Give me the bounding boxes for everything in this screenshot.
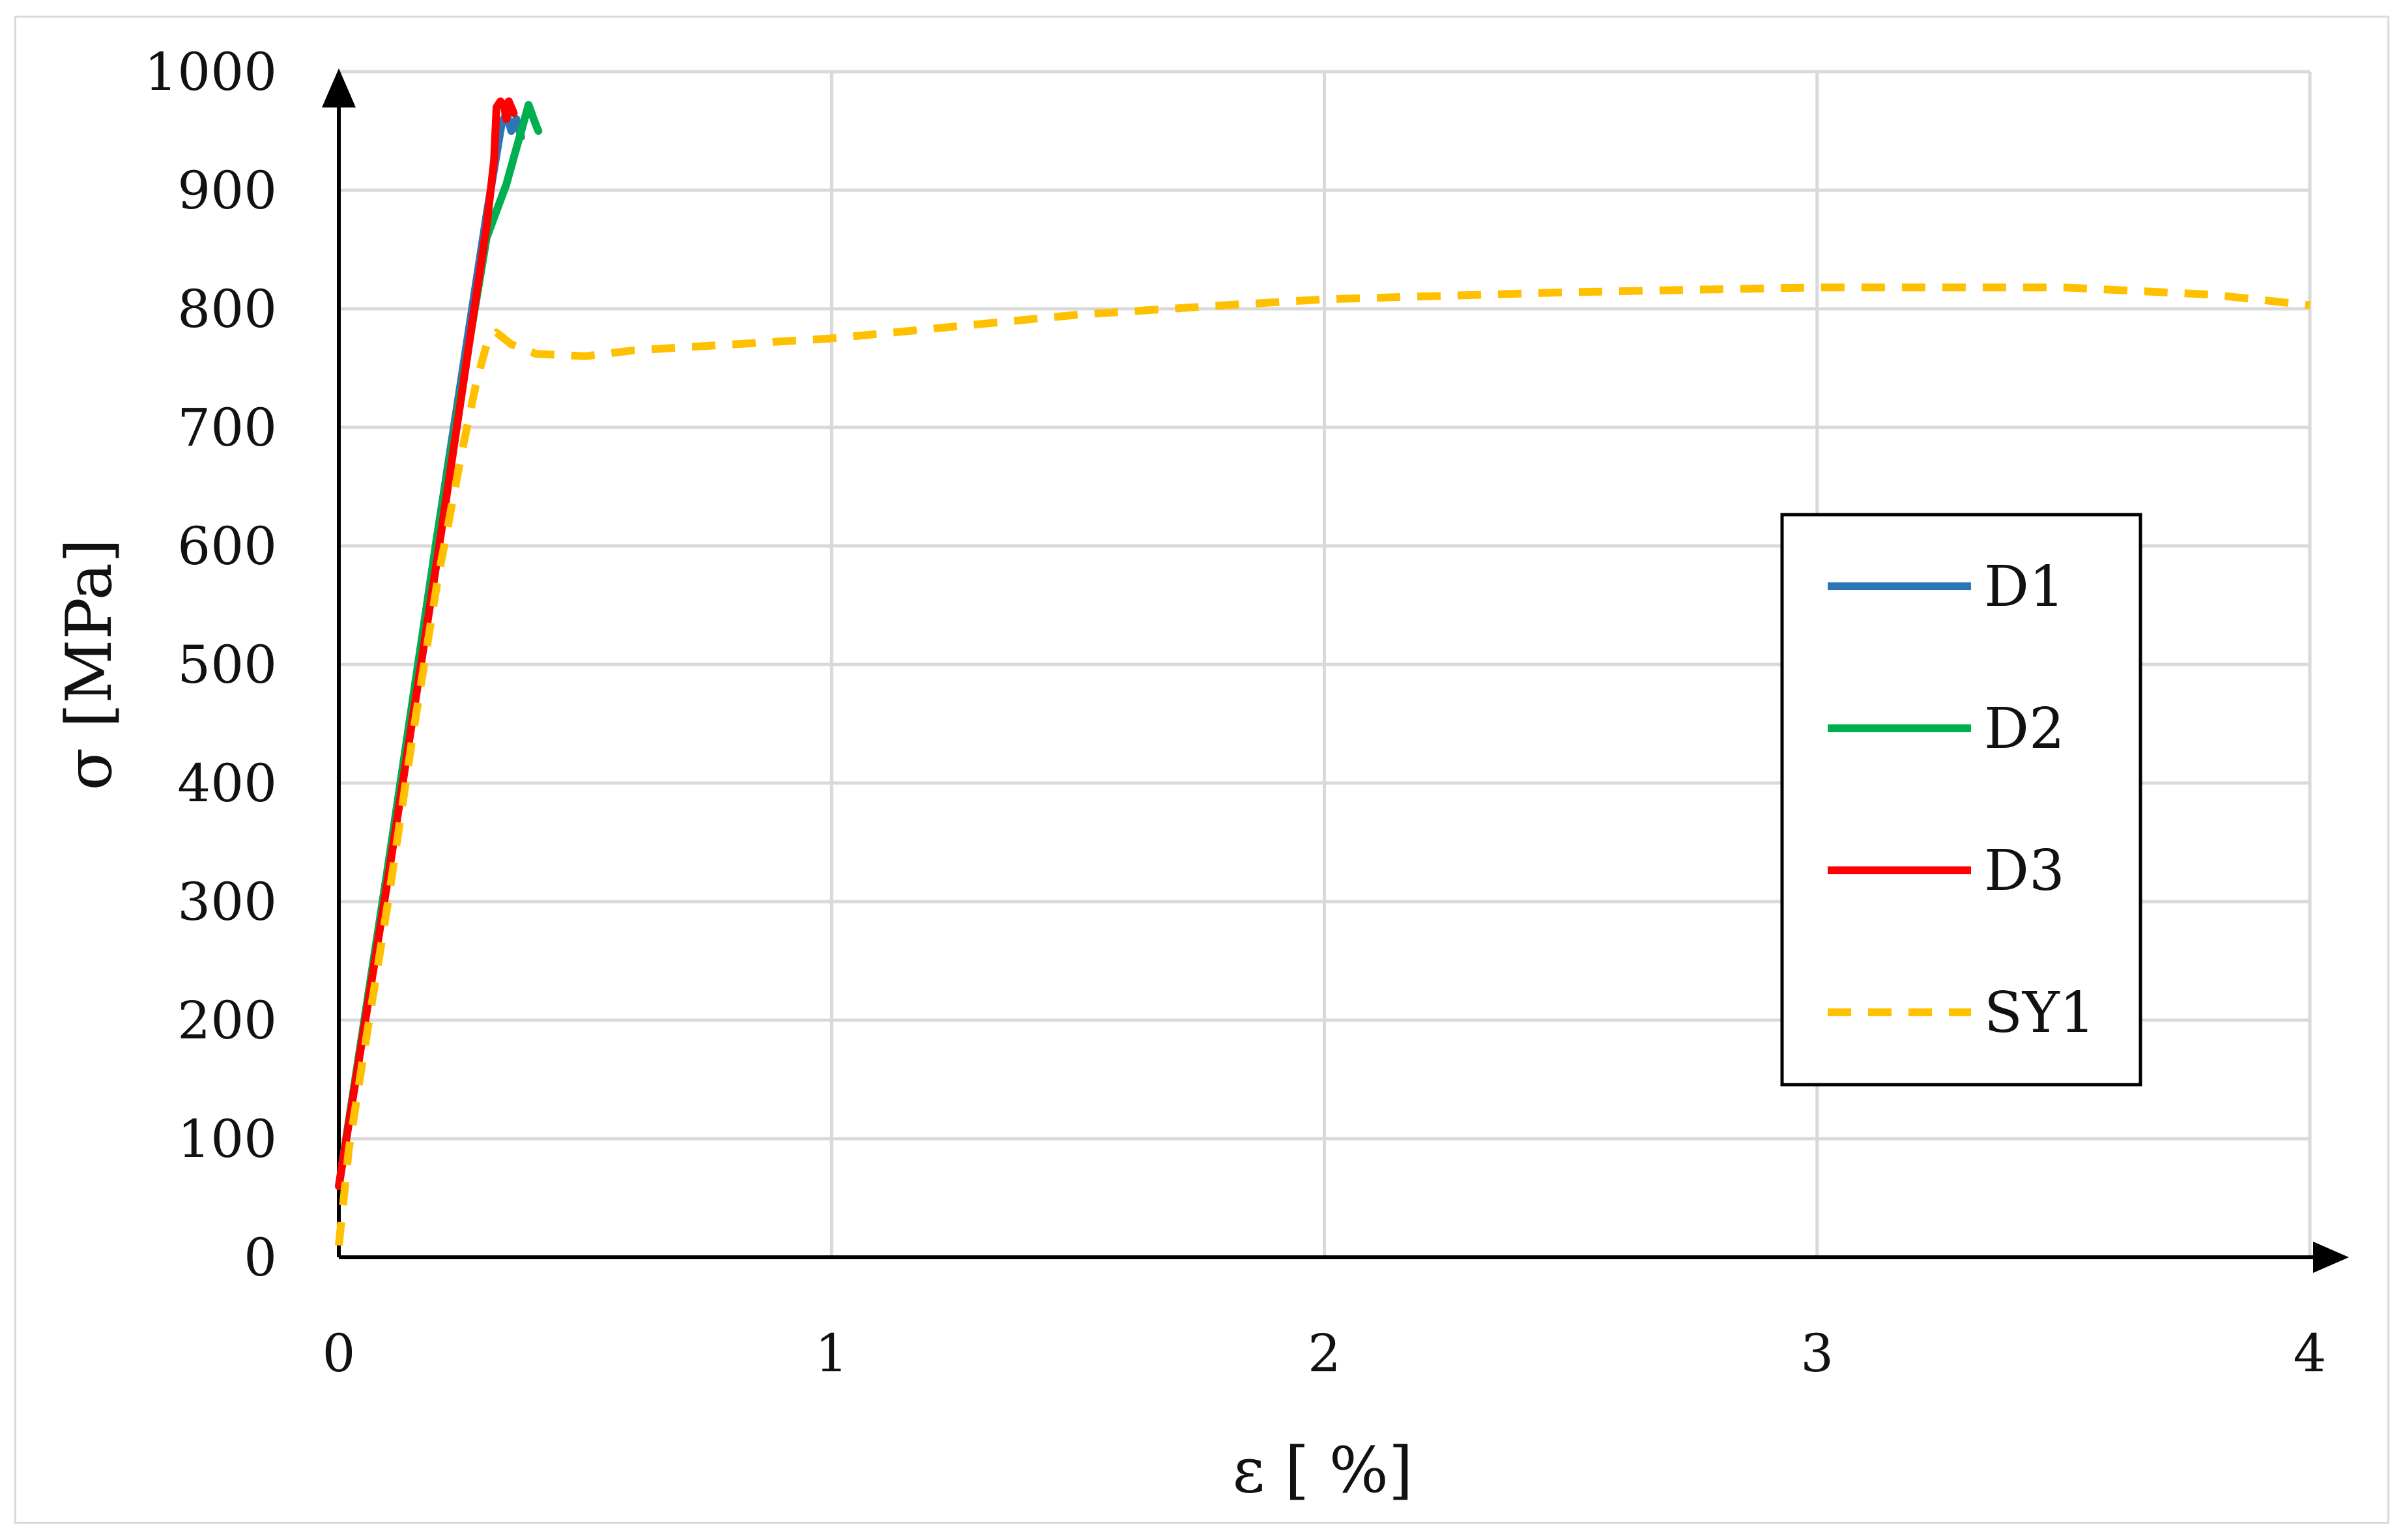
axes [322,68,2349,1273]
legend-box [1780,513,2142,1087]
legend-label-sy1: SY1 [1984,980,2095,1046]
y-axis-arrow [322,68,356,107]
y-tick-label: 800 [177,279,277,339]
legend-label-d1: D1 [1984,554,2065,620]
x-axis-title: ε [ %] [1233,1434,1413,1507]
x-axis-arrow [2313,1242,2349,1273]
legend-label-d3: D3 [1984,838,2065,904]
y-tick-label: 1000 [144,42,277,102]
x-tick-label: 0 [323,1323,356,1384]
y-tick-label: 100 [177,1109,277,1169]
x-tick-label: 4 [2294,1323,2327,1384]
y-tick-label: 0 [244,1227,277,1288]
y-tick-labels: 0 100 200 300 400 500 600 700 800 900 1000 [144,42,277,1288]
y-tick-label: 300 [177,872,277,932]
y-tick-label: 700 [177,397,277,458]
y-tick-label: 400 [177,753,277,814]
y-axis-title: σ [MPa] [53,539,126,791]
x-tick-label: 3 [1800,1323,1834,1384]
y-tick-label: 500 [177,635,277,695]
legend: D1 D2 D3 SY1 [1780,513,2142,1087]
x-tick-label: 2 [1308,1323,1341,1384]
series-line-sy1 [335,283,2311,1246]
x-tick-label: 1 [815,1323,848,1384]
x-tick-labels: 0 1 2 3 4 [323,1323,2327,1384]
series-lines [335,97,2311,1246]
y-tick-label: 600 [177,516,277,577]
legend-label-d2: D2 [1984,696,2065,762]
y-tick-label: 900 [177,160,277,221]
y-tick-label: 200 [177,990,277,1051]
